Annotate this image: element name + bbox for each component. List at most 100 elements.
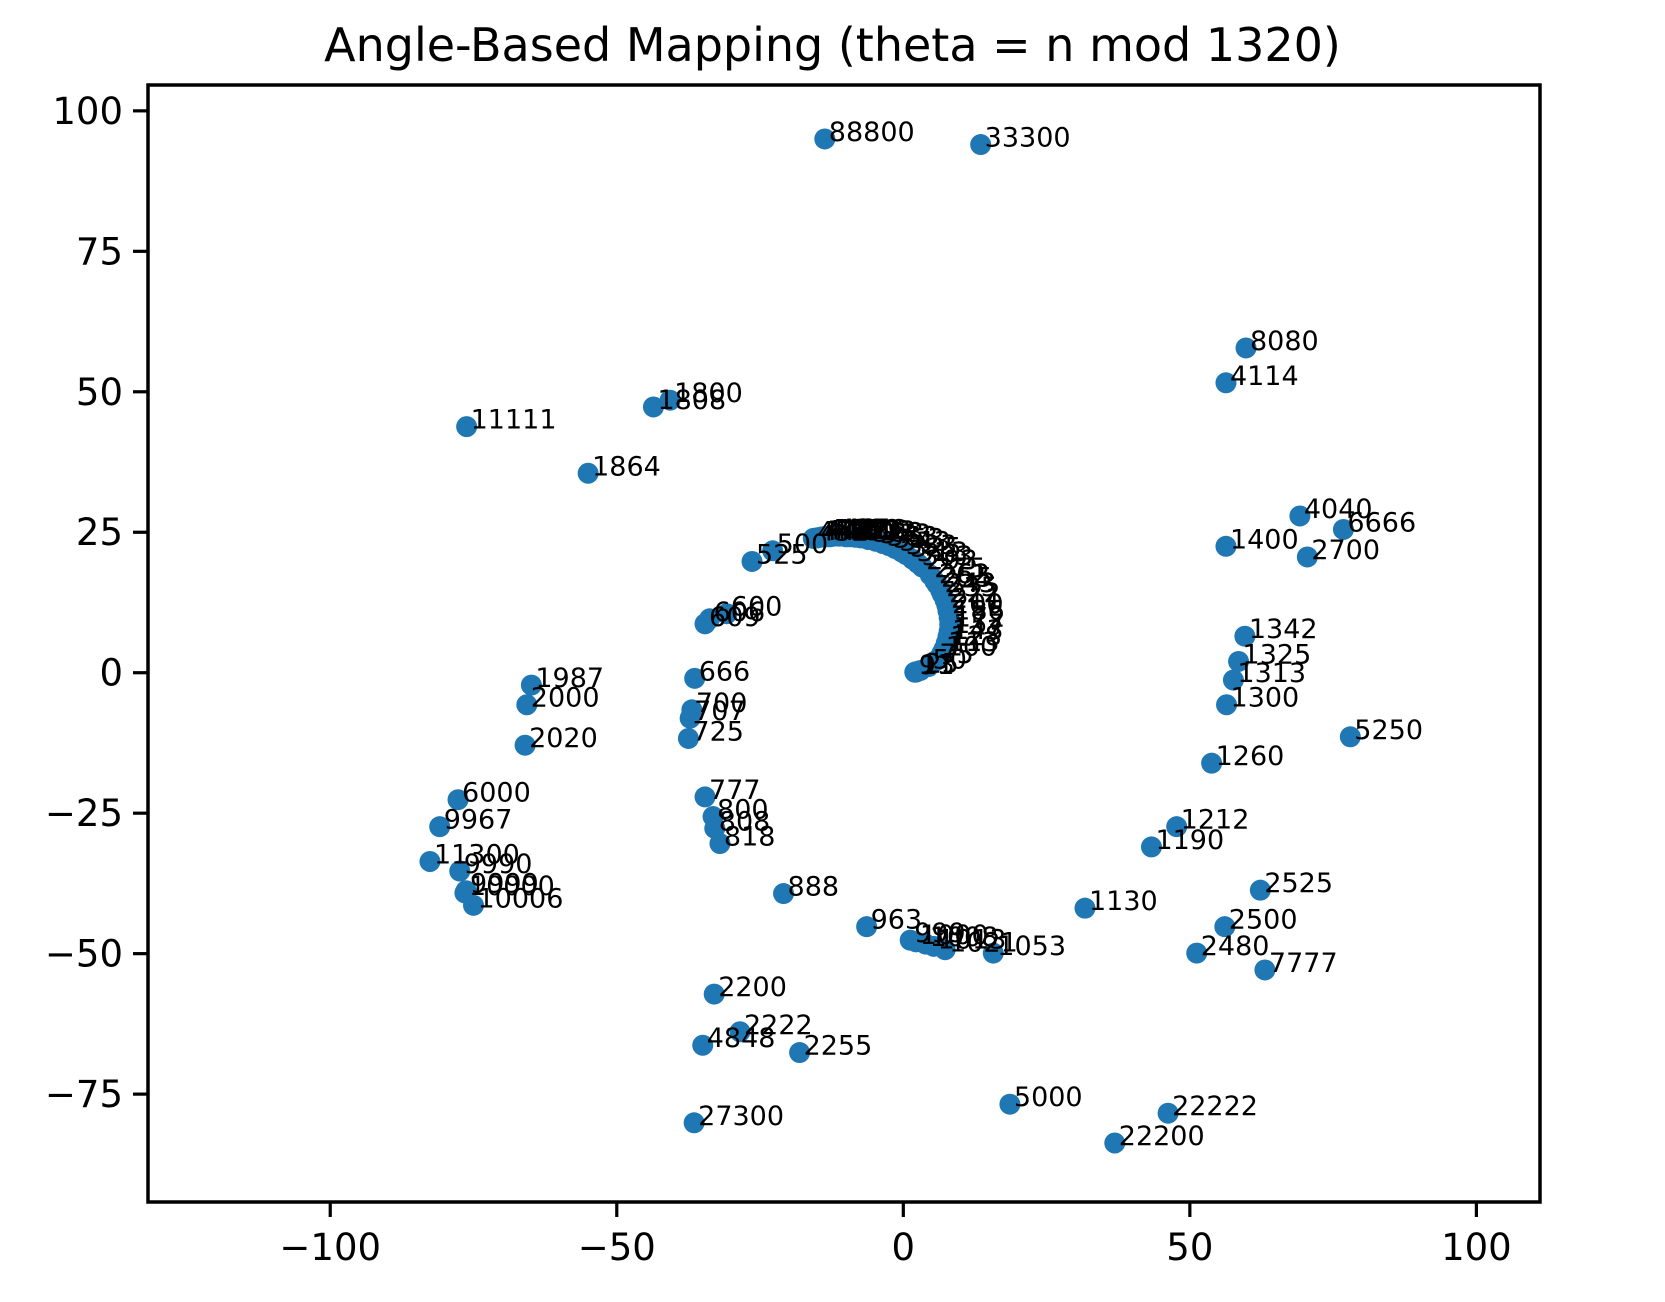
point-label: 235 <box>946 572 998 603</box>
data-point <box>684 667 706 689</box>
x-tick-label: 100 <box>1441 1226 1512 1269</box>
point-label: 600 <box>731 592 783 623</box>
data-point <box>1201 752 1223 774</box>
point-label: 9999 <box>470 869 539 900</box>
point-label: 333 <box>906 530 958 561</box>
data-point <box>1157 1102 1179 1124</box>
data-point <box>683 1112 705 1134</box>
data-point <box>1222 669 1244 691</box>
point-label: 6000 <box>462 778 531 809</box>
data-point <box>1296 546 1318 568</box>
data-point <box>1228 650 1250 672</box>
point-label: 427 <box>838 514 890 545</box>
point-label: 293 <box>926 545 978 576</box>
point-label: 406 <box>855 515 907 546</box>
point-label: 1342 <box>1249 614 1318 645</box>
point-label: 27300 <box>698 1101 784 1132</box>
y-tick-label: −25 <box>45 792 123 835</box>
point-label: 1212 <box>1181 805 1250 836</box>
point-label: 500 <box>777 529 829 560</box>
point-label: 303 <box>922 541 974 572</box>
point-label: 1987 <box>535 663 604 694</box>
data-point <box>1215 372 1237 394</box>
point-label: 1325 <box>1243 639 1312 670</box>
data-point <box>456 416 478 438</box>
point-label: 2000 <box>531 683 600 714</box>
y-tick-label: −50 <box>45 933 123 976</box>
point-label: 186 <box>953 596 1005 627</box>
data-point <box>716 603 738 625</box>
point-label: 8080 <box>1250 326 1319 357</box>
point-label: 963 <box>871 905 923 936</box>
point-label: 1190 <box>1155 825 1224 856</box>
point-label: 999 <box>914 918 966 949</box>
point-label: 1053 <box>997 931 1066 962</box>
point-label: 800 <box>717 795 769 826</box>
point-label: 421 <box>843 514 895 545</box>
point-label: 2200 <box>718 972 787 1003</box>
point-label: 353 <box>893 524 945 555</box>
point-label: 707 <box>694 696 746 727</box>
point-label: 2020 <box>529 723 598 754</box>
data-point <box>694 786 716 808</box>
point-label: 525 <box>756 539 808 570</box>
point-label: 11111 <box>471 405 557 436</box>
y-tick-label: 75 <box>76 230 123 273</box>
point-label: 606 <box>714 597 766 628</box>
point-label: 343 <box>899 527 951 558</box>
y-tick-label: 0 <box>99 652 123 695</box>
point-label: 50 <box>933 645 967 676</box>
data-point <box>419 851 441 873</box>
point-label: 700 <box>696 688 748 719</box>
point-label: 255 <box>941 563 993 594</box>
point-label: 2480 <box>1201 931 1270 962</box>
point-label: 400 <box>860 515 912 546</box>
point-label: 11300 <box>434 840 520 871</box>
data-point <box>1214 916 1236 938</box>
data-point <box>999 1093 1021 1115</box>
data-point <box>814 128 836 150</box>
point-label: 432 <box>834 515 886 546</box>
data-point <box>463 894 485 916</box>
point-label: 88800 <box>829 117 915 148</box>
data-point <box>741 550 763 572</box>
data-point <box>1289 505 1311 527</box>
data-point <box>703 983 725 1005</box>
point-label: 725 <box>692 716 744 747</box>
y-tick-label: 50 <box>76 371 123 414</box>
point-label: 200 <box>952 589 1004 620</box>
data-point <box>1166 816 1188 838</box>
point-label: 1400 <box>1230 524 1299 555</box>
point-label: 325 <box>910 533 962 564</box>
point-label: 128 <box>950 621 1002 652</box>
point-label: 9967 <box>444 805 513 836</box>
point-label: 2500 <box>1229 905 1298 936</box>
data-point <box>577 462 599 484</box>
data-point <box>677 727 699 749</box>
point-label: 5000 <box>1014 1082 1083 1113</box>
point-label: 211 <box>951 583 1003 614</box>
point-label: 6666 <box>1347 507 1416 538</box>
data-point <box>642 396 664 418</box>
data-point <box>802 527 824 549</box>
data-point <box>520 674 542 696</box>
x-tick-label: 50 <box>1166 1226 1213 1269</box>
point-label: 2700 <box>1311 535 1380 566</box>
point-label: 2255 <box>804 1031 873 1062</box>
point-label: 4848 <box>707 1023 776 1054</box>
point-label: 412 <box>850 515 902 546</box>
data-point <box>1215 535 1237 557</box>
point-label: 7777 <box>1269 948 1338 979</box>
point-label: 262 <box>939 559 991 590</box>
data-point <box>694 613 716 635</box>
point-label: 9990 <box>464 849 533 880</box>
data-point <box>1249 879 1271 901</box>
point-label: 1260 <box>1216 741 1285 772</box>
point-label: 157 <box>953 609 1005 640</box>
point-label: 5250 <box>1354 715 1423 746</box>
point-label: 10006 <box>478 883 564 914</box>
x-tick-label: 0 <box>892 1226 916 1269</box>
data-point <box>1254 959 1276 981</box>
point-label: 1013 <box>938 924 1007 955</box>
point-label: 143 <box>952 615 1004 646</box>
